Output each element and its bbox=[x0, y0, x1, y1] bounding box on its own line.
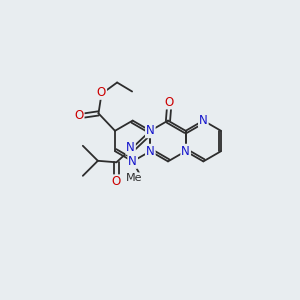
Text: O: O bbox=[74, 109, 84, 122]
Text: O: O bbox=[112, 175, 121, 188]
Text: N: N bbox=[146, 145, 155, 158]
Text: Me: Me bbox=[126, 173, 142, 183]
Text: N: N bbox=[199, 114, 208, 127]
Text: N: N bbox=[146, 124, 155, 137]
Text: N: N bbox=[181, 145, 190, 158]
Text: N: N bbox=[126, 141, 135, 154]
Text: N: N bbox=[128, 155, 137, 168]
Text: O: O bbox=[165, 95, 174, 109]
Text: O: O bbox=[97, 86, 106, 99]
